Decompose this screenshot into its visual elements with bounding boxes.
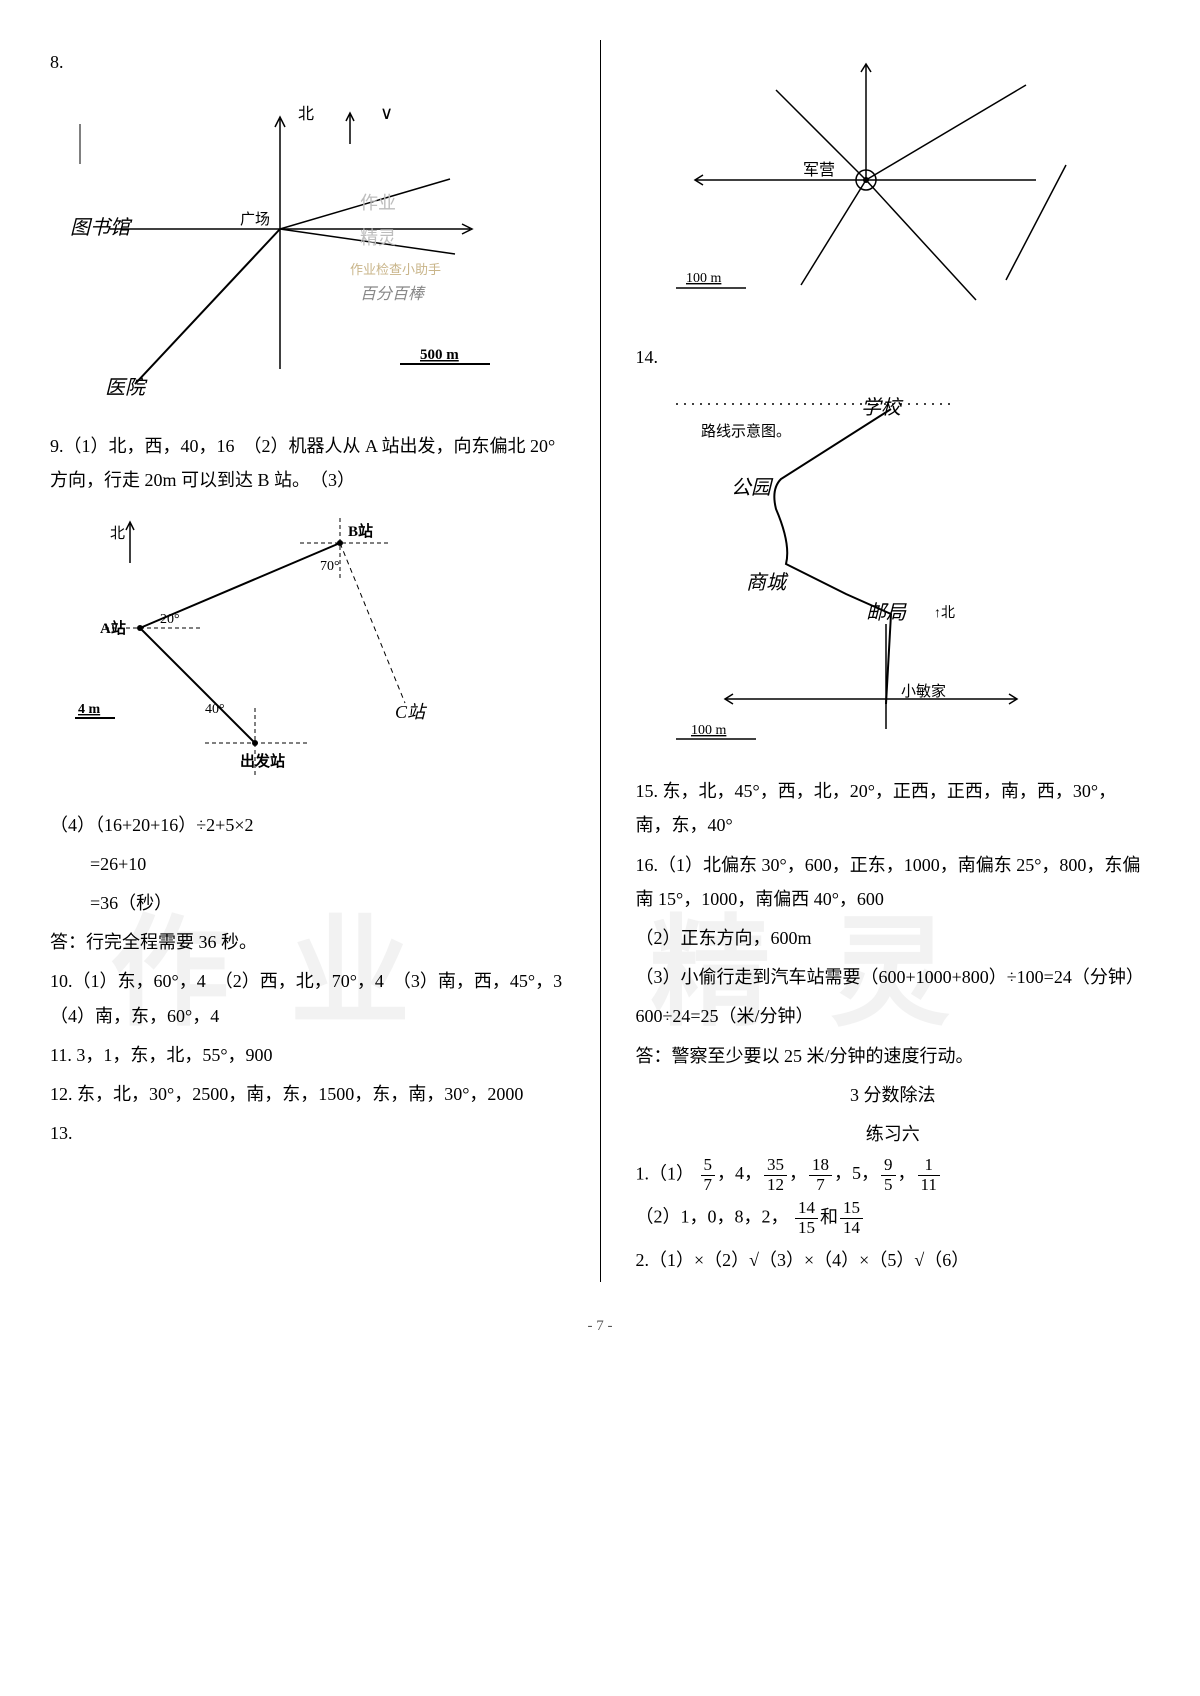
fraction: 1514 bbox=[840, 1199, 863, 1237]
fraction: 111 bbox=[918, 1156, 940, 1194]
d8-wm2: 精灵 bbox=[360, 228, 396, 248]
q8-label: 8. bbox=[50, 45, 565, 79]
q16-answer: 答：警察至少要以 25 米/分钟的速度行动。 bbox=[636, 1039, 1151, 1073]
column-divider bbox=[600, 40, 601, 1282]
d8-wm4: 百分百棒 bbox=[360, 285, 426, 303]
d9-scale: 4 m bbox=[78, 702, 101, 717]
ex1-line1: 1.（1） 57，4，3512，187，5，95，111 bbox=[636, 1156, 1151, 1194]
fraction: 95 bbox=[881, 1156, 896, 1194]
plain-text: 和 bbox=[820, 1207, 838, 1227]
q16-3a: （3）小偷行走到汽车站需要（600+1000+800）÷100=24（分钟） bbox=[636, 960, 1151, 994]
plain-text: ， bbox=[898, 1163, 916, 1183]
diagram-14: 学校 路线示意图。 公园 商城 邮局 ↑北 小敏家 100 m bbox=[636, 384, 1151, 754]
d14-park: 公园 bbox=[731, 477, 774, 499]
q12: 12. 东，北，30°，2500，南，东，1500，东，南，30°，2000 bbox=[50, 1077, 565, 1111]
q9-calc2: =26+10 bbox=[50, 847, 565, 881]
fraction: 3512 bbox=[764, 1156, 787, 1194]
d14-scale: 100 m bbox=[691, 723, 727, 738]
d9-north: 北 bbox=[110, 525, 125, 542]
fraction: 1415 bbox=[795, 1199, 818, 1237]
q14-label: 14. bbox=[636, 340, 1151, 374]
exercise-title: 练习六 bbox=[636, 1117, 1151, 1151]
d14-school: 学校 bbox=[861, 397, 904, 419]
d8-north: 北 bbox=[298, 105, 314, 123]
q10: 10.（1）东，60°，4 （2）西，北，70°，4 （3）南，西，45°，3 … bbox=[50, 964, 565, 1032]
d8-scale: 500 m bbox=[420, 347, 459, 363]
q9-calc1: （4）（16+20+16）÷2+5×2 bbox=[50, 808, 565, 842]
q13-label: 13. bbox=[50, 1116, 565, 1150]
q9-text: 9.（1）北，西，40，16 （2）机器人从 A 站出发，向东偏北 20°方向，… bbox=[50, 429, 565, 497]
d8-wm3: 作业检查小助手 bbox=[350, 262, 441, 277]
diagram-13: 军营 100 m bbox=[636, 50, 1151, 320]
fraction: 187 bbox=[809, 1156, 832, 1194]
d8-hospital: 医院 bbox=[105, 377, 148, 399]
page-footer: - 7 - bbox=[50, 1312, 1150, 1341]
ex2: 2.（1）×（2）√（3）×（4）×（5）√（6） bbox=[636, 1243, 1151, 1277]
d14-post: 邮局 bbox=[866, 602, 907, 624]
d13-scale: 100 m bbox=[686, 271, 722, 286]
d8-library: 图书馆 bbox=[70, 217, 133, 239]
d8-plaza: 广场 bbox=[240, 211, 270, 228]
q15: 15. 东，北，45°，西，北，20°，正西，正西，南，西，30°，南，东，40… bbox=[636, 774, 1151, 842]
diagram-8: 北 广场 图书馆 医院 作业 精灵 作业检查小助手 百分百棒 ∨ bbox=[50, 89, 565, 409]
d9-b: B站 bbox=[348, 522, 373, 540]
d14-north: ↑北 bbox=[934, 605, 955, 621]
section-title: 3 分数除法 bbox=[636, 1078, 1151, 1112]
d13-camp: 军营 bbox=[803, 161, 835, 179]
d9-start: 出发站 bbox=[240, 752, 285, 770]
q16-1: 16.（1）北偏东 30°，600，正东，1000，南偏东 25°，800，东偏… bbox=[636, 848, 1151, 916]
d9-angle2: 70° bbox=[320, 559, 340, 574]
plain-text: ，4， bbox=[717, 1163, 762, 1183]
plain-text: ， bbox=[789, 1163, 807, 1183]
d9-c: C站 bbox=[395, 702, 428, 722]
ex1-line2: （2）1，0，8，2， 1415和1514 bbox=[636, 1199, 1151, 1237]
diagram-9: 北 A站 20° B站 70° C站 bbox=[50, 508, 565, 788]
q9-calc3: =36（秒） bbox=[50, 886, 565, 920]
left-column: 8. 北 广场 图书馆 医院 bbox=[50, 40, 565, 1282]
d8-wm1: 作业 bbox=[360, 193, 396, 213]
plain-text: ，5， bbox=[834, 1163, 879, 1183]
ex1-2-prefix: （2）1，0，8，2， bbox=[636, 1207, 789, 1227]
d14-route: 路线示意图。 bbox=[701, 422, 791, 440]
svg-text:∨: ∨ bbox=[380, 103, 393, 123]
right-column: 军营 100 m 14. bbox=[636, 40, 1151, 1282]
q11: 11. 3，1，东，北，55°，900 bbox=[50, 1038, 565, 1072]
q16-3b: 600÷24=25（米/分钟） bbox=[636, 999, 1151, 1033]
d14-home: 小敏家 bbox=[901, 683, 946, 700]
d9-angle3: 40° bbox=[205, 702, 225, 717]
q9-answer: 答：行完全程需要 36 秒。 bbox=[50, 925, 565, 959]
fraction: 57 bbox=[701, 1156, 716, 1194]
page-container: 作业 精灵 8. 北 广场 图书馆 医院 bbox=[50, 40, 1150, 1282]
d9-angle1: 20° bbox=[160, 612, 180, 627]
q16-2: （2）正东方向，600m bbox=[636, 921, 1151, 955]
ex1-prefix: 1.（1） bbox=[636, 1163, 695, 1183]
d14-mall: 商城 bbox=[746, 572, 789, 594]
